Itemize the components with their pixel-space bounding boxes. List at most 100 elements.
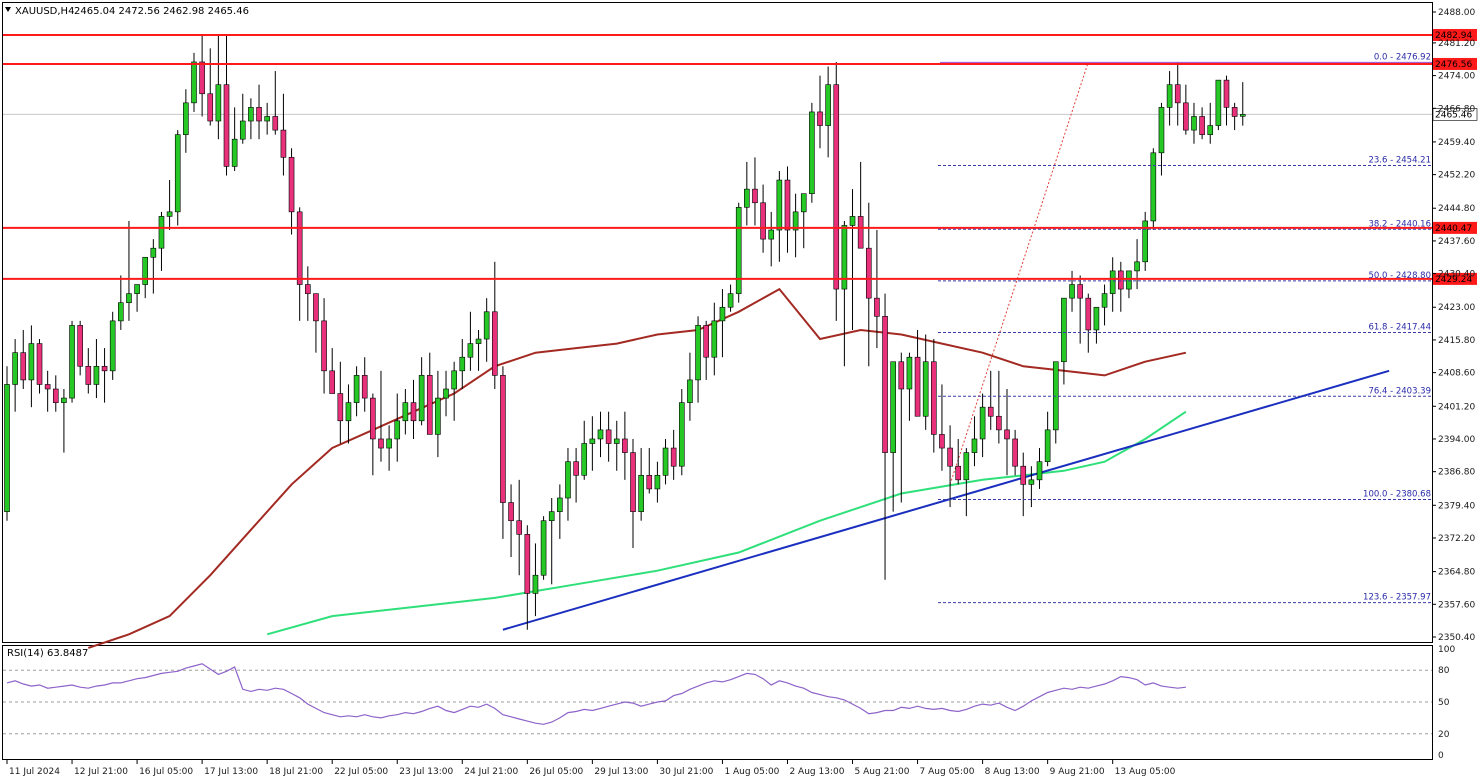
candle[interactable] — [1028, 466, 1035, 508]
candle[interactable] — [760, 184, 766, 253]
candle[interactable] — [345, 384, 352, 444]
candle[interactable] — [1239, 82, 1246, 126]
candle[interactable] — [1085, 293, 1092, 353]
candle[interactable] — [1061, 297, 1067, 385]
candle[interactable] — [890, 361, 896, 512]
candle[interactable] — [1223, 75, 1230, 126]
candle[interactable] — [1012, 429, 1018, 476]
candle[interactable] — [199, 34, 205, 117]
candle[interactable] — [1231, 102, 1238, 131]
candle[interactable] — [906, 352, 913, 421]
candle[interactable] — [971, 416, 978, 467]
candle[interactable] — [638, 448, 644, 521]
candle[interactable] — [914, 329, 921, 417]
candle[interactable] — [150, 239, 157, 294]
candle[interactable] — [670, 429, 677, 480]
candle[interactable] — [711, 302, 718, 376]
candle[interactable] — [654, 461, 661, 503]
candle[interactable] — [280, 93, 287, 176]
candle[interactable] — [12, 339, 18, 412]
candle[interactable] — [939, 384, 945, 471]
candle[interactable] — [987, 370, 994, 430]
candle[interactable] — [36, 339, 43, 394]
candle[interactable] — [833, 61, 840, 321]
candle[interactable] — [589, 416, 596, 471]
support-trendline[interactable] — [502, 369, 1390, 631]
candle[interactable] — [768, 211, 775, 267]
candle[interactable] — [500, 366, 506, 539]
candle[interactable] — [865, 202, 872, 367]
candle[interactable] — [996, 370, 1002, 444]
candle[interactable] — [1134, 239, 1140, 290]
candle[interactable] — [118, 275, 124, 330]
candle[interactable] — [418, 357, 425, 426]
candle[interactable] — [52, 375, 59, 412]
candle[interactable] — [1207, 102, 1214, 144]
candle[interactable] — [296, 207, 303, 321]
candle[interactable] — [516, 479, 522, 576]
candle[interactable] — [1109, 257, 1116, 312]
candle[interactable] — [353, 366, 360, 417]
candle[interactable] — [272, 71, 279, 135]
candle[interactable] — [321, 298, 327, 394]
candle[interactable] — [817, 75, 823, 149]
candle[interactable] — [215, 34, 222, 140]
candle[interactable] — [727, 284, 734, 312]
candle[interactable] — [475, 329, 482, 371]
candle[interactable] — [1166, 71, 1173, 126]
candle[interactable] — [370, 393, 376, 476]
candle[interactable] — [174, 130, 181, 226]
candle[interactable] — [1004, 388, 1010, 476]
candle[interactable] — [646, 448, 653, 494]
candle[interactable] — [231, 107, 238, 171]
price-axis[interactable]: 2488.00 2481.20 2474.00 2466.80 2459.40 2452.… — [1432, 8, 1475, 643]
candle[interactable] — [922, 334, 929, 430]
candle[interactable] — [61, 388, 67, 453]
candle[interactable] — [77, 320, 83, 376]
candle[interactable] — [874, 230, 880, 349]
candle[interactable] — [20, 329, 27, 389]
candle[interactable] — [955, 438, 962, 485]
candle[interactable] — [695, 316, 701, 403]
candle[interactable] — [548, 498, 555, 585]
candle[interactable] — [126, 220, 132, 321]
candle[interactable] — [264, 102, 270, 135]
candle[interactable] — [524, 525, 531, 630]
candle[interactable] — [467, 311, 474, 371]
candle[interactable] — [1191, 102, 1197, 144]
candle[interactable] — [776, 170, 783, 262]
candle[interactable] — [1069, 270, 1075, 312]
candle[interactable] — [85, 348, 92, 394]
candle[interactable] — [166, 180, 173, 231]
candle[interactable] — [483, 298, 490, 362]
candle[interactable] — [69, 320, 75, 403]
candle[interactable] — [784, 166, 791, 253]
candle[interactable] — [1101, 284, 1108, 326]
time-axis[interactable]: 11 Jul 2024 12 Jul 21:00 16 Jul 05:00 17 Ju… — [6, 760, 1176, 777]
candle[interactable] — [93, 339, 100, 399]
candle[interactable] — [288, 148, 295, 235]
candle[interactable] — [426, 352, 433, 435]
candle[interactable] — [491, 261, 498, 389]
candle[interactable] — [1158, 102, 1165, 176]
candle[interactable] — [142, 256, 149, 299]
candle[interactable] — [931, 339, 937, 453]
candle[interactable] — [207, 48, 214, 126]
candle[interactable] — [313, 293, 319, 353]
candle[interactable] — [597, 411, 604, 458]
candle[interactable] — [1020, 452, 1027, 517]
candle[interactable] — [573, 448, 579, 503]
candle[interactable] — [4, 366, 10, 521]
candle[interactable] — [557, 484, 563, 539]
candle[interactable] — [443, 370, 449, 417]
candle[interactable] — [979, 393, 986, 458]
candle[interactable] — [109, 311, 116, 380]
candle[interactable] — [451, 361, 457, 421]
candle[interactable] — [800, 193, 807, 249]
candle[interactable] — [191, 52, 197, 112]
candle[interactable] — [134, 284, 140, 312]
candle[interactable] — [540, 516, 547, 580]
candle[interactable] — [256, 84, 262, 140]
candle[interactable] — [825, 66, 831, 158]
candle[interactable] — [1093, 306, 1100, 344]
